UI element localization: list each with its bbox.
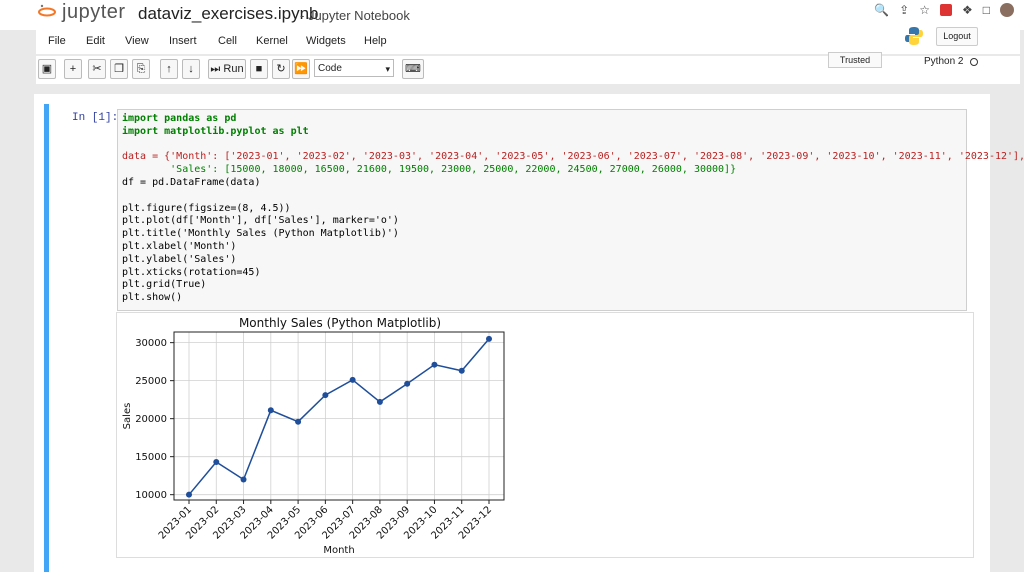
y-tick-label: 20000 [135,414,167,425]
y-tick-label: 30000 [135,338,167,349]
series-line [188,338,490,496]
fast-forward-icon[interactable]: ⏩ [292,59,310,79]
python-logo-icon [905,27,923,45]
data-point [376,398,383,405]
input-prompt: In [1]: [72,112,119,124]
menu-edit[interactable]: Edit [86,35,105,47]
data-point [213,458,220,465]
menu-view[interactable]: View [125,35,149,47]
sales-line-chart: Monthly Sales (Python Matplotlib) 100001… [122,316,505,556]
move-up-icon[interactable]: ↑ [160,59,178,79]
cell-type-select[interactable]: Code ▾ [314,59,394,77]
grid [174,332,504,500]
kernel-status-icon [970,58,978,66]
code-line: 'Sales': [15000, 18000, 16500, 21600, 19… [122,164,737,176]
share-icon[interactable]: ⇪ [899,3,910,17]
code-line: plt.ylabel('Sales') [122,253,237,265]
data-point [322,392,329,399]
save-icon[interactable]: ▣ [38,59,56,79]
menu-help[interactable]: Help [364,35,387,47]
header: jupyter dataviz_exercises.ipynb - Jupyte… [0,0,1024,30]
code-line: df = pd.DataFrame(data) [122,176,261,188]
run-button[interactable]: ⏭ Run [208,59,246,79]
data-point [486,335,492,342]
output-area [116,312,974,558]
y-axis-label: Sales [122,403,133,430]
copy-icon[interactable]: ❐ [110,59,128,79]
extension-icon[interactable] [939,4,952,16]
plot-frame [173,331,505,501]
zoom-icon[interactable]: 🔍 [874,3,890,17]
code-line: plt.xticks(rotation=45) [122,266,261,278]
code-line: plt.title('Monthly Sales (Python Matplot… [122,228,399,240]
y-tick-label: 10000 [135,490,167,501]
data-point [267,407,274,414]
browser-toolbar: 🔍 ⇪ ☆ ❖ □ [874,0,1014,20]
stop-icon[interactable]: ■ [250,59,268,79]
data-point [295,418,302,425]
chart-title: Monthly Sales (Python Matplotlib) [239,316,441,330]
menu-kernel[interactable]: Kernel [256,35,288,47]
code-line: plt.grid(True) [122,279,207,291]
y-tick-label: 15000 [135,452,167,463]
code-line: import matplotlib.pyplot as plt [122,125,309,137]
y-tick-label: 25000 [135,376,167,387]
code-editor[interactable] [117,109,967,311]
y-axis: 10000 15000 20000 25000 30000 [135,338,174,501]
cut-icon[interactable]: ✂ [88,59,106,79]
menu-insert[interactable]: Insert [169,35,197,47]
menu-cell[interactable]: Cell [218,35,237,47]
restart-icon[interactable]: ↻ [272,59,290,79]
code-line: plt.show() [122,292,183,304]
data-point [186,491,192,498]
notebook-name[interactable]: dataviz_exercises.ipynb [138,4,319,23]
avatar[interactable] [1000,3,1014,17]
add-cell-icon[interactable]: + [64,59,82,79]
data-point [431,361,438,368]
markers [186,335,492,498]
paste-icon[interactable]: ⎘ [132,59,150,79]
title-suffix: - Jupyter Notebook [300,8,410,23]
star-icon[interactable]: ☆ [919,3,930,17]
menubar: File Edit View Insert Cell Kernel Widget… [36,30,1020,54]
kernel-name[interactable]: Python 2 [924,56,964,67]
trusted-badge[interactable]: Trusted [828,52,882,68]
logout-button[interactable]: Logout [936,27,978,46]
keyboard-icon[interactable]: ⌨ [402,59,424,79]
code-line: plt.xlabel('Month') [122,240,237,252]
code-line: plt.figure(figsize=(8, 4.5)) [122,202,291,214]
x-axis-label: Month [323,545,354,556]
code-line: import pandas as pd [122,113,237,124]
code-block[interactable]: import pandas as pd import matplotlib.py… [122,113,1024,305]
puzzle-icon[interactable]: ❖ [961,3,973,17]
code-line: data = {'Month': ['2023-01', '2023-02', … [122,151,1024,163]
logo-text[interactable]: jupyter [62,1,126,23]
run-icon: ⏭ [210,63,221,75]
chevron-down-icon: ▾ [385,64,390,74]
x-axis: 2023-012023-022023-032023-042023-052023-… [157,500,494,542]
data-point [404,380,411,387]
move-down-icon[interactable]: ↓ [182,59,200,79]
menu-widgets[interactable]: Widgets [306,35,346,47]
data-point [240,476,247,483]
selected-cell-indicator [44,104,49,572]
menu-file[interactable]: File [48,35,66,47]
sidebar-icon[interactable]: □ [982,3,990,17]
data-point [349,376,356,383]
cell-type-value: Code [318,63,342,74]
jupyter-logo-icon[interactable] [38,3,56,21]
run-label: Run [223,63,244,75]
code-line: plt.plot(df['Month'], df['Sales'], marke… [122,215,399,227]
data-point [458,367,465,374]
